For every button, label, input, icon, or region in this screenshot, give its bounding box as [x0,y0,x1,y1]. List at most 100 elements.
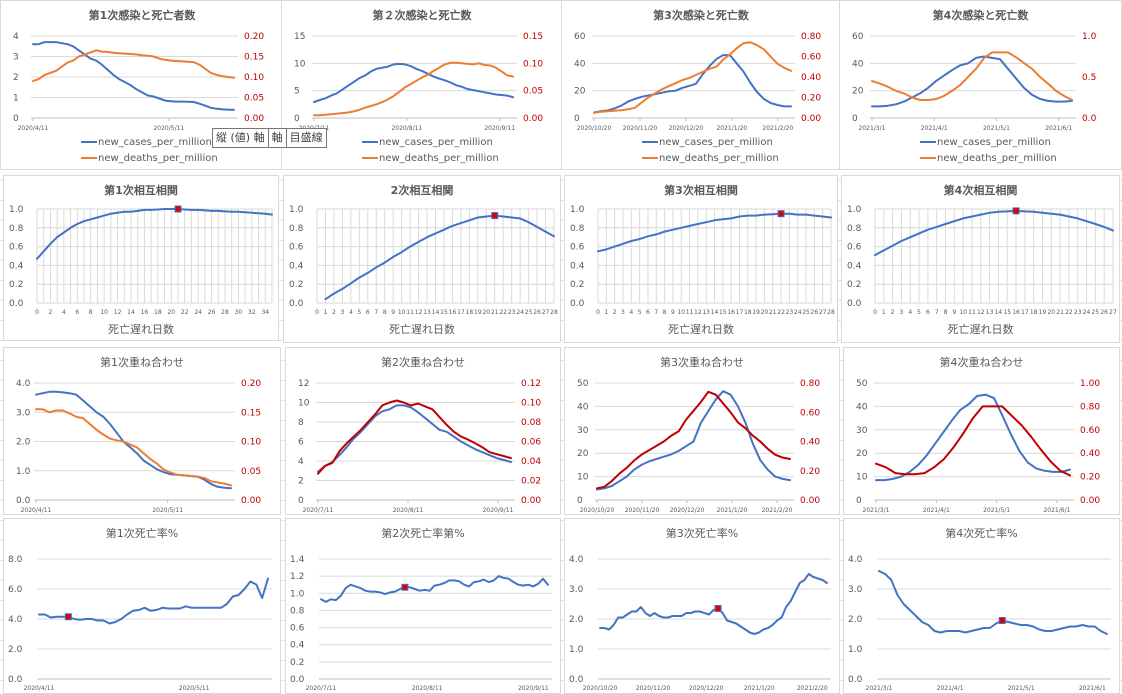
x-tick-label: 1 [882,309,886,316]
axis-gridline-tooltip: 縦 (値) 軸 軸 目盛線 [212,128,327,148]
y1-tick-label: 4 [13,32,19,42]
chart-panel-wave4-overlay[interactable]: 第4次重ね合わせ 0 10 20 30 40 50 0.00 0.20 0.40 0.60 0.80 1… [843,347,1120,515]
x-tick-label: 27 [1109,309,1117,316]
y-tick-label: 0.6 [847,243,862,253]
chart-panel-wave1-overlay[interactable]: 第1次重ね合わせ 0.0 1.0 2.0 3.0 4.0 0.00 0.05 0.10 0.15 0… [3,347,281,515]
x-tick-label: 2020/5/11 [153,125,184,132]
x-tick-label: 2020/10/20 [577,125,612,132]
y2-tick-label: 0.60 [800,408,820,418]
chart-panel-wave2-cases-deaths[interactable]: 第２次感染と死亡数0510150.000.050.100.152020/7/11… [281,0,563,170]
x-tick-label: 2021/3/1 [866,685,893,692]
y2-tick-label: 0.12 [521,379,541,389]
x-tick-label: 2020/9/11 [484,125,515,132]
y-tick-label: 0.4 [9,261,24,271]
x-tick-label: 20 [761,309,769,316]
fatality-rate-line [38,577,269,625]
highlight-marker [401,583,409,591]
chart-panel-wave2-fatality-rate[interactable]: 第2次死亡率第% 0.0 0.2 0.4 0.6 0.8 1.0 1.2 1.4 2020/7/1… [285,518,561,694]
peak-marker [1012,207,1020,215]
x-tick-label: 12 [415,309,423,316]
y-tick-label: 1.0 [289,205,304,215]
chart-panel-wave1-correlation[interactable]: 第1次相互相関 0.0 0.2 0.4 0.6 0.8 1.0 0 2 4 6 8 10 12 14 16 18… [3,175,279,341]
y2-tick-label: 0.80 [800,379,820,389]
y-tick-label: 2.0 [8,645,23,655]
y1-tick-label: 60 [852,32,864,42]
chart-title: 第4次死亡率% [945,526,1017,540]
y-tick-label: 0.0 [569,675,584,685]
chart-title: 第4次相互相関 [944,183,1018,197]
chart-panel-wave4-fatality-rate[interactable]: 第4次死亡率% 0.0 1.0 2.0 3.0 4.0 2021/3/1 2021/4/1 20… [843,518,1120,694]
x-tick-label: 13 [702,309,710,316]
y1-tick-label: 4 [298,457,304,467]
chart-panel-wave3-cases-deaths[interactable]: 第3次感染と死亡数 0 20 40 60 0.00 0.20 0.40 0.60 0.80 2020… [561,0,841,170]
x-axis-title: 死亡遅れ日数 [948,322,1014,336]
x-tick-label: 19 [1039,309,1047,316]
x-tick-label: 5 [638,309,642,316]
x-tick-label: 22 [777,309,785,316]
x-tick-label: 2021/4/1 [923,507,950,514]
y2-tick-label: 1.0 [1082,32,1097,42]
x-tick-label: 2020/8/11 [412,685,443,692]
y1-tick-label: 50 [577,379,589,389]
y1-tick-label: 40 [577,402,589,412]
chart-title: 第1次重ね合わせ [100,355,184,369]
legend-label: new_cases_per_million [379,137,493,148]
x-tick-label: 19 [752,309,760,316]
y1-tick-label: 20 [574,87,586,97]
y1-tick-label: 0 [852,114,858,124]
x-tick-label: 26 [811,309,819,316]
fatality-rate-line [320,575,549,603]
y-tick-label: 0.0 [8,675,23,685]
y2-tick-label: 0.40 [1080,449,1100,459]
x-tick-label: 10 [398,309,406,316]
chart-panel-wave2-overlay[interactable]: 第2次重ね合わせ 0 2 4 6 8 10 12 0.00 0.02 0.04 0.06 0.08 0.1… [285,347,561,515]
chart-panel-wave4-cases-deaths[interactable]: 第4次感染と死亡数 0 20 40 60 0.0 0.5 1.0 2021/3/1 2021/4/… [839,0,1122,170]
y2-tick-label: 0.15 [523,32,543,42]
y-tick-label: 0.0 [848,675,863,685]
y-tick-label: 0.0 [847,299,862,309]
y-tick-label: 0.6 [290,624,305,634]
x-tick-label: 8 [383,309,387,316]
chart-title: 第2次重ね合わせ [381,355,465,369]
x-tick-label: 1 [324,309,328,316]
x-tick-label: 18 [466,309,474,316]
y1-tick-label: 2.0 [16,438,31,448]
chart-panel-wave1-cases-deaths[interactable]: 第1次感染と死亡者数 0 1 2 3 4 0.00 0.05 0.10 0.15 0.20 2020/… [0,0,284,170]
x-tick-label: 27 [819,309,827,316]
chart-svg: 第1次重ね合わせ 0.0 1.0 2.0 3.0 4.0 0.00 0.05 0.10 0.15 0… [16,355,261,514]
peak-marker [174,205,182,213]
y2-tick-label: 0.20 [244,32,264,42]
x-tick-label: 24 [794,309,802,316]
peak-marker [491,212,499,220]
chart-panel-wave2-correlation[interactable]: 2次相互相関 0.0 0.2 0.4 0.6 0.8 1.0 0 1 2 3 4 5 6 7 8 9 10 11 12… [283,175,561,343]
chart-panel-wave1-fatality-rate[interactable]: 第1次死亡率% 0.0 2.0 4.0 6.0 8.0 2020/4/11 2020/5/11 [3,518,281,694]
x-tick-label: 21 [769,309,777,316]
y2-tick-label: 0.00 [241,496,261,506]
chart-panel-wave3-correlation[interactable]: 第3次相互相関 0.0 0.2 0.4 0.6 0.8 1.0 0 1 2 3 4 5 6 7 8 9 10 11 1… [564,175,838,343]
x-tick-label: 2020/11/20 [636,685,671,692]
x-tick-label: 16 [141,309,149,316]
y1-tick-label: 4.0 [16,379,31,389]
x-tick-label: 18 [154,309,162,316]
y1-tick-label: 8 [298,418,304,428]
x-tick-label: 14 [711,309,719,316]
y-tick-label: 0.2 [290,658,304,668]
legend-label: new_cases_per_million [98,137,212,148]
x-tick-label: 34 [261,309,269,316]
x-tick-label: 15 [1003,309,1011,316]
y1-tick-label: 20 [577,449,589,459]
y1-tick-label: 40 [852,59,864,69]
x-tick-label: 6 [75,309,79,316]
x-tick-label: 21 [491,309,499,316]
chart-panel-wave4-correlation[interactable]: 第4次相互相関 0.0 0.2 0.4 0.6 0.8 1.0 0 1 2 3 4 5 6 7 8 9 10 11 1… [841,175,1120,343]
y1-tick-label: 2 [298,477,304,487]
chart-panel-wave3-overlay[interactable]: 第3次重ね合わせ 0 10 20 30 40 50 0.00 0.20 0.40 0.60 0.80 2… [564,347,840,515]
x-tick-label: 23 [1074,309,1082,316]
y-tick-label: 1.0 [847,205,862,215]
chart-panel-wave3-fatality-rate[interactable]: 第3次死亡率% 0.0 1.0 2.0 3.0 4.0 2020/10/20 2020/11/… [564,518,840,694]
y-tick-label: 0.8 [570,224,585,234]
legend-label: new_cases_per_million [937,137,1051,148]
y2-tick-label: 0.05 [241,467,261,477]
x-tick-label: 2020/8/11 [393,507,424,514]
